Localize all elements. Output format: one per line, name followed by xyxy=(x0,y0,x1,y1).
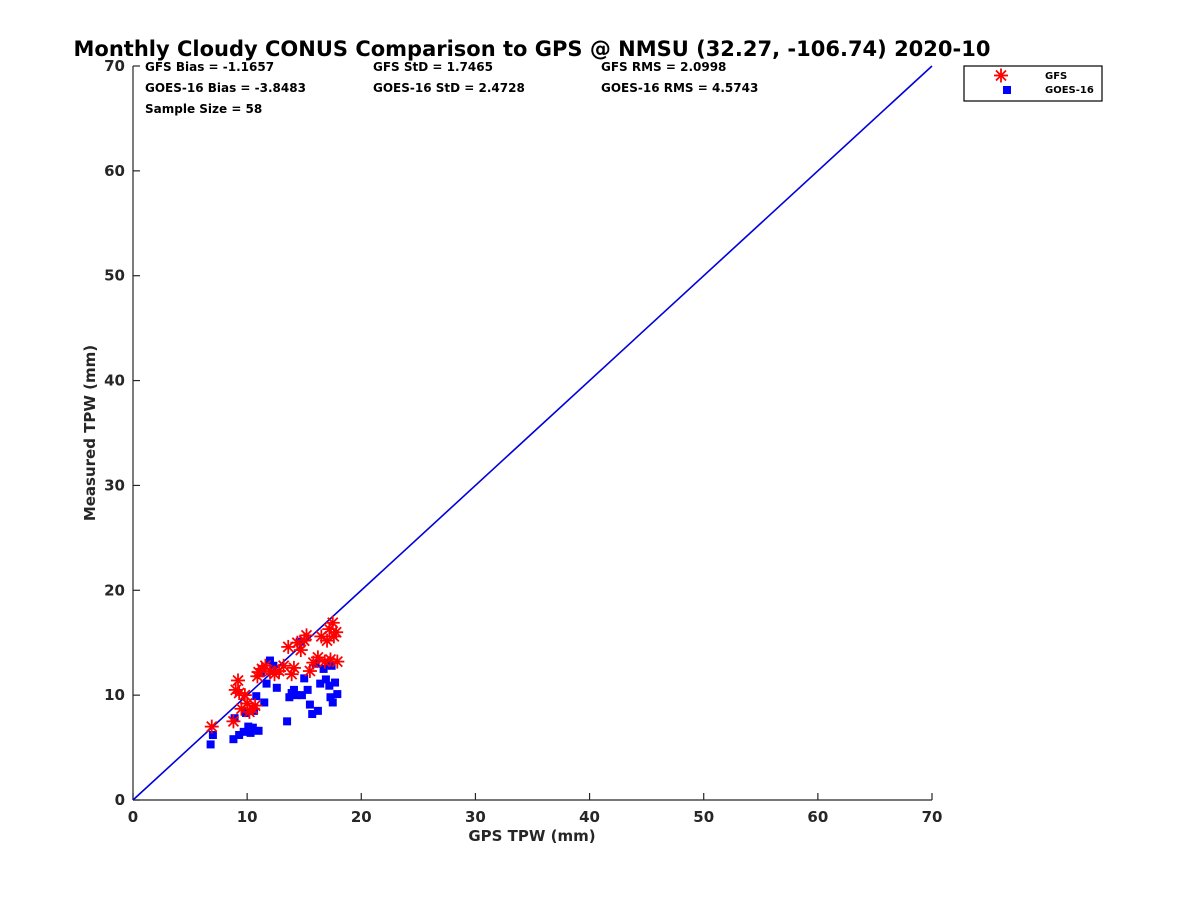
goes-bias-stat: GOES-16 Bias = -3.8483 xyxy=(145,81,306,95)
gfs-point xyxy=(237,688,252,703)
goes16-point xyxy=(246,728,255,737)
axes xyxy=(132,66,932,801)
goes16-point xyxy=(319,664,328,673)
gfs-series xyxy=(204,615,345,734)
goes16-point xyxy=(230,714,239,723)
gfs-std-stat: GFS StD = 1.7465 xyxy=(373,60,493,74)
goes16-point xyxy=(260,698,269,707)
gfs-point xyxy=(231,673,246,688)
y-tick-label: 30 xyxy=(104,476,125,494)
legend-goes-marker xyxy=(1003,86,1011,94)
goes16-point xyxy=(208,730,217,739)
goes16-point xyxy=(292,691,301,700)
goes16-point xyxy=(229,735,238,744)
x-ticks: 0 10 20 30 40 50 60 70 xyxy=(128,793,943,826)
goes16-point xyxy=(326,693,335,702)
gfs-point xyxy=(330,654,345,669)
x-tick-label: 10 xyxy=(237,808,258,826)
goes-rms-stat: GOES-16 RMS = 4.5743 xyxy=(601,81,758,95)
gfs-bias-stat: GFS Bias = -1.1657 xyxy=(145,60,274,74)
y-tick-label: 70 xyxy=(104,57,125,75)
x-tick-label: 50 xyxy=(693,808,714,826)
goes16-point xyxy=(252,692,261,701)
gfs-point xyxy=(286,660,301,675)
goes16-point xyxy=(300,674,309,683)
goes16-point xyxy=(308,710,317,719)
goes16-point xyxy=(313,706,322,715)
gfs-point xyxy=(226,714,241,729)
goes16-point xyxy=(297,691,306,700)
x-axis-label: GPS TPW (mm) xyxy=(468,827,595,845)
legend-gfs-label: GFS xyxy=(1045,71,1067,82)
legend-goes-label: GOES-16 xyxy=(1045,85,1094,96)
goes16-point xyxy=(303,685,312,694)
x-tick-label: 0 xyxy=(128,808,138,826)
goes16-point xyxy=(285,693,294,702)
x-tick-label: 70 xyxy=(922,808,943,826)
goes16-point xyxy=(328,698,337,707)
legend: GFS GOES-16 xyxy=(963,65,1103,102)
goes16-point xyxy=(305,700,314,709)
x-tick-label: 40 xyxy=(579,808,600,826)
y-ticks: 0 10 20 30 40 50 60 70 xyxy=(104,57,140,809)
goes16-point xyxy=(321,675,330,684)
gfs-point xyxy=(248,698,263,713)
goes16-point xyxy=(327,661,336,670)
x-tick-label: 20 xyxy=(351,808,372,826)
x-tick-label: 30 xyxy=(465,808,486,826)
gfs-point xyxy=(299,628,314,643)
chart-title: Monthly Cloudy CONUS Comparison to GPS @… xyxy=(74,37,991,61)
goes16-point xyxy=(206,740,215,749)
goes16-point xyxy=(283,717,292,726)
gfs-rms-stat: GFS RMS = 2.0998 xyxy=(601,60,726,74)
y-tick-label: 40 xyxy=(104,372,125,390)
goes16-point xyxy=(333,690,342,699)
goes16-point xyxy=(269,661,278,670)
gfs-point xyxy=(329,625,344,640)
x-tick-label: 60 xyxy=(807,808,828,826)
y-tick-label: 20 xyxy=(104,581,125,599)
y-tick-label: 0 xyxy=(115,791,125,809)
y-tick-label: 50 xyxy=(104,267,125,285)
y-tick-label: 60 xyxy=(104,162,125,180)
goes-std-stat: GOES-16 StD = 2.4728 xyxy=(373,81,525,95)
goes16-point xyxy=(254,726,263,735)
goes16-point xyxy=(316,679,325,688)
legend-gfs-marker xyxy=(994,68,1008,83)
goes16-point xyxy=(325,681,334,690)
goes16-point xyxy=(262,679,271,688)
goes16-point xyxy=(331,678,340,687)
gfs-point xyxy=(204,719,219,734)
goes16-point xyxy=(272,683,281,692)
y-axis-label: Measured TPW (mm) xyxy=(81,345,99,521)
stats-block: GFS Bias = -1.1657 GFS StD = 1.7465 GFS … xyxy=(145,60,758,116)
y-tick-label: 10 xyxy=(104,686,125,704)
legend-box xyxy=(963,65,1103,102)
goes16-point xyxy=(289,685,298,694)
sample-size-stat: Sample Size = 58 xyxy=(145,102,262,116)
goes16-point xyxy=(239,727,248,736)
goes16-point xyxy=(248,723,257,732)
goes16-point xyxy=(244,722,253,731)
one-to-one-reference-line xyxy=(132,65,933,801)
goes16-point xyxy=(235,730,244,739)
